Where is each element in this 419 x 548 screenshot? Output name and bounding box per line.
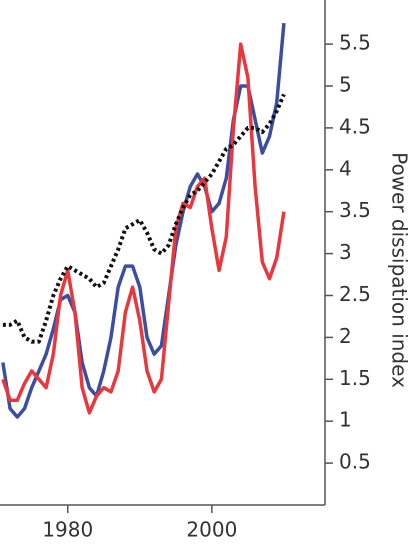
y-tick-label: 5.5	[339, 31, 371, 55]
x-tick-label: 1980	[42, 518, 93, 542]
y-tick-label: 1	[339, 408, 352, 432]
x-tick-label: 2000	[186, 518, 237, 542]
y-axis-label: Power dissipation index	[388, 152, 412, 388]
y-tick-label: 2	[339, 324, 352, 348]
series-line	[1, 42, 286, 415]
y-tick-label: 4	[339, 156, 352, 180]
y-tick-label: 2.5	[339, 282, 371, 306]
y-tick-label: 3	[339, 240, 352, 264]
y-tick-label: 5	[339, 73, 352, 97]
series-line	[2, 93, 286, 344]
y-tick-label: 3.5	[339, 198, 371, 222]
y-tick-label: 1.5	[339, 366, 371, 390]
y-tick-label: 0.5	[339, 450, 371, 474]
y-tick-label: 4.5	[339, 114, 371, 138]
